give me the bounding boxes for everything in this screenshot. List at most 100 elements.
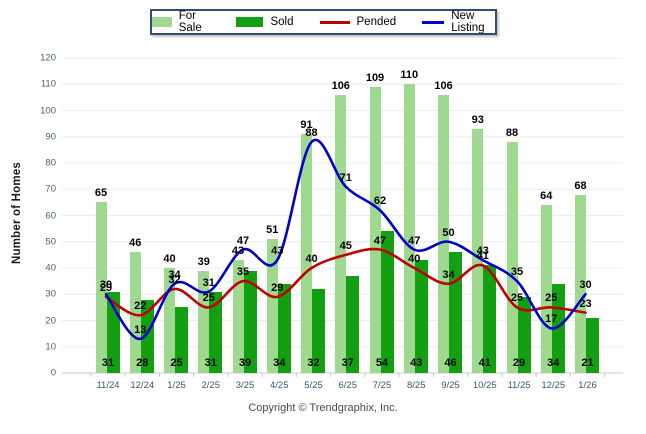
new-listing-value-label: 34 — [168, 268, 181, 281]
for-sale-value-label: 68 — [574, 179, 587, 192]
x-axis-tick-label: 12/25 — [541, 380, 566, 391]
bar-for-sale — [95, 202, 107, 373]
x-axis-tick-label: 1/26 — [578, 380, 597, 391]
bar-sold — [483, 265, 497, 373]
bar-for-sale — [540, 205, 552, 373]
new-listing-line — [104, 138, 587, 341]
for-sale-value-label: 106 — [434, 79, 453, 92]
bar-sold — [449, 252, 462, 373]
y-axis-tick-label: 40 — [45, 262, 56, 274]
x-axis-tick-label: 3/25 — [235, 380, 255, 391]
pended-value-label: 40 — [408, 253, 421, 265]
bar-for-sale — [575, 194, 586, 373]
new-listing-value-label: 43 — [271, 245, 284, 258]
pended-value-label: 29 — [271, 281, 284, 294]
legend-label: New Listing — [451, 10, 485, 34]
bar-sold — [346, 275, 360, 373]
new-listing-value-label: 30 — [579, 279, 592, 292]
for-sale-value-label: 88 — [505, 127, 519, 139]
sold-value-label: 43 — [410, 357, 423, 369]
x-axis-tick-label: 7/25 — [372, 380, 392, 391]
pended-value-label: 45 — [339, 239, 352, 252]
for-sale-value-label: 91 — [300, 119, 313, 132]
for-sale-value-label: 43 — [231, 245, 245, 258]
pended-value-label: 22 — [134, 300, 147, 313]
bar-for-sale — [301, 134, 312, 373]
y-axis-tick-label: 110 — [40, 78, 56, 90]
bar-sold — [551, 283, 565, 373]
sold-value-label: 41 — [478, 357, 491, 369]
y-axis-tick-label: 90 — [45, 131, 56, 143]
new-listing-value-label: 17 — [545, 313, 558, 326]
legend-label: Sold — [270, 16, 294, 28]
sold-value-label: 29 — [512, 357, 526, 369]
pended-value-label: 32 — [168, 274, 181, 286]
x-axis-tick-label: 10/25 — [472, 380, 497, 391]
y-axis-tick-label: 20 — [45, 315, 56, 326]
for-sale-value-label: 51 — [266, 224, 279, 237]
bar-for-sale — [369, 86, 381, 373]
for-sale-value-label: 106 — [331, 79, 350, 92]
pended-line — [104, 247, 587, 317]
new-listing-value-label: 71 — [339, 171, 352, 184]
y-axis-tick-label: 0 — [50, 367, 56, 379]
new-listing-value-label: 47 — [408, 234, 421, 247]
pended-value-label: 25 — [202, 292, 215, 305]
x-axis-tick-label: 1/25 — [167, 380, 186, 391]
x-axis-tick-label: 4/25 — [270, 380, 289, 391]
x-axis-tick-label: 11/24 — [96, 380, 120, 391]
for-sale-value-label: 39 — [197, 255, 210, 268]
legend-label: For Sale — [178, 10, 202, 34]
legend-item-sold: Sold — [236, 16, 294, 28]
y-axis-tick-label: 100 — [40, 105, 56, 116]
sold-value-label: 37 — [341, 357, 354, 369]
bar-for-sale — [232, 260, 244, 373]
new-listing-value-label: 13 — [134, 323, 147, 336]
bar-for-sale — [266, 239, 278, 373]
copyright-text: Copyright © Trendgraphix, Inc. — [248, 402, 398, 414]
chart-legend: For Sale Sold Pended New Listing — [150, 9, 497, 35]
bar-sold — [277, 283, 291, 373]
pended-value-label: 41 — [476, 250, 489, 263]
pended-value-label: 34 — [442, 268, 455, 281]
sold-value-label: 21 — [581, 357, 594, 369]
x-axis-tick-label: 6/25 — [338, 380, 358, 391]
legend-swatch-pended — [319, 20, 350, 24]
sold-value-label: 46 — [444, 357, 457, 369]
y-axis-tick-label: 80 — [45, 157, 56, 169]
new-listing-value-label: 62 — [373, 195, 387, 208]
new-listing-value-label: 31 — [202, 276, 215, 289]
legend-swatch-sold — [236, 17, 264, 27]
sold-value-label: 28 — [136, 357, 149, 369]
new-listing-value-label: 30 — [99, 279, 113, 292]
for-sale-value-label: 64 — [540, 190, 553, 202]
for-sale-value-label: 93 — [471, 113, 484, 126]
bar-sold — [517, 296, 531, 373]
bar-sold — [175, 307, 188, 373]
bar-for-sale — [472, 128, 484, 373]
legend-swatch-new-listing — [422, 20, 445, 24]
bar-sold — [312, 289, 325, 373]
new-listing-value-label: 47 — [236, 234, 250, 247]
x-axis-tick-label: 11/25 — [507, 380, 531, 391]
bar-sold — [209, 291, 223, 373]
sold-value-label: 54 — [375, 357, 389, 369]
bar-sold — [140, 299, 154, 373]
for-sale-value-label: 46 — [129, 237, 142, 250]
y-axis-tick-label: 50 — [45, 236, 56, 248]
new-listing-value-label: 43 — [476, 245, 489, 258]
pended-value-label: 47 — [373, 234, 387, 247]
y-axis-tick-label: 120 — [40, 52, 56, 64]
pended-value-label: 29 — [99, 281, 113, 294]
sold-value-label: 39 — [238, 357, 252, 369]
bar-for-sale — [198, 270, 210, 373]
pended-value-label: 25 — [510, 292, 524, 305]
x-axis-tick-label: 8/25 — [407, 380, 426, 391]
x-axis-tick-label: 2/25 — [201, 380, 221, 391]
bar-for-sale — [129, 252, 141, 373]
y-axis-tick-label: 70 — [45, 183, 56, 195]
bar-for-sale — [164, 268, 175, 373]
